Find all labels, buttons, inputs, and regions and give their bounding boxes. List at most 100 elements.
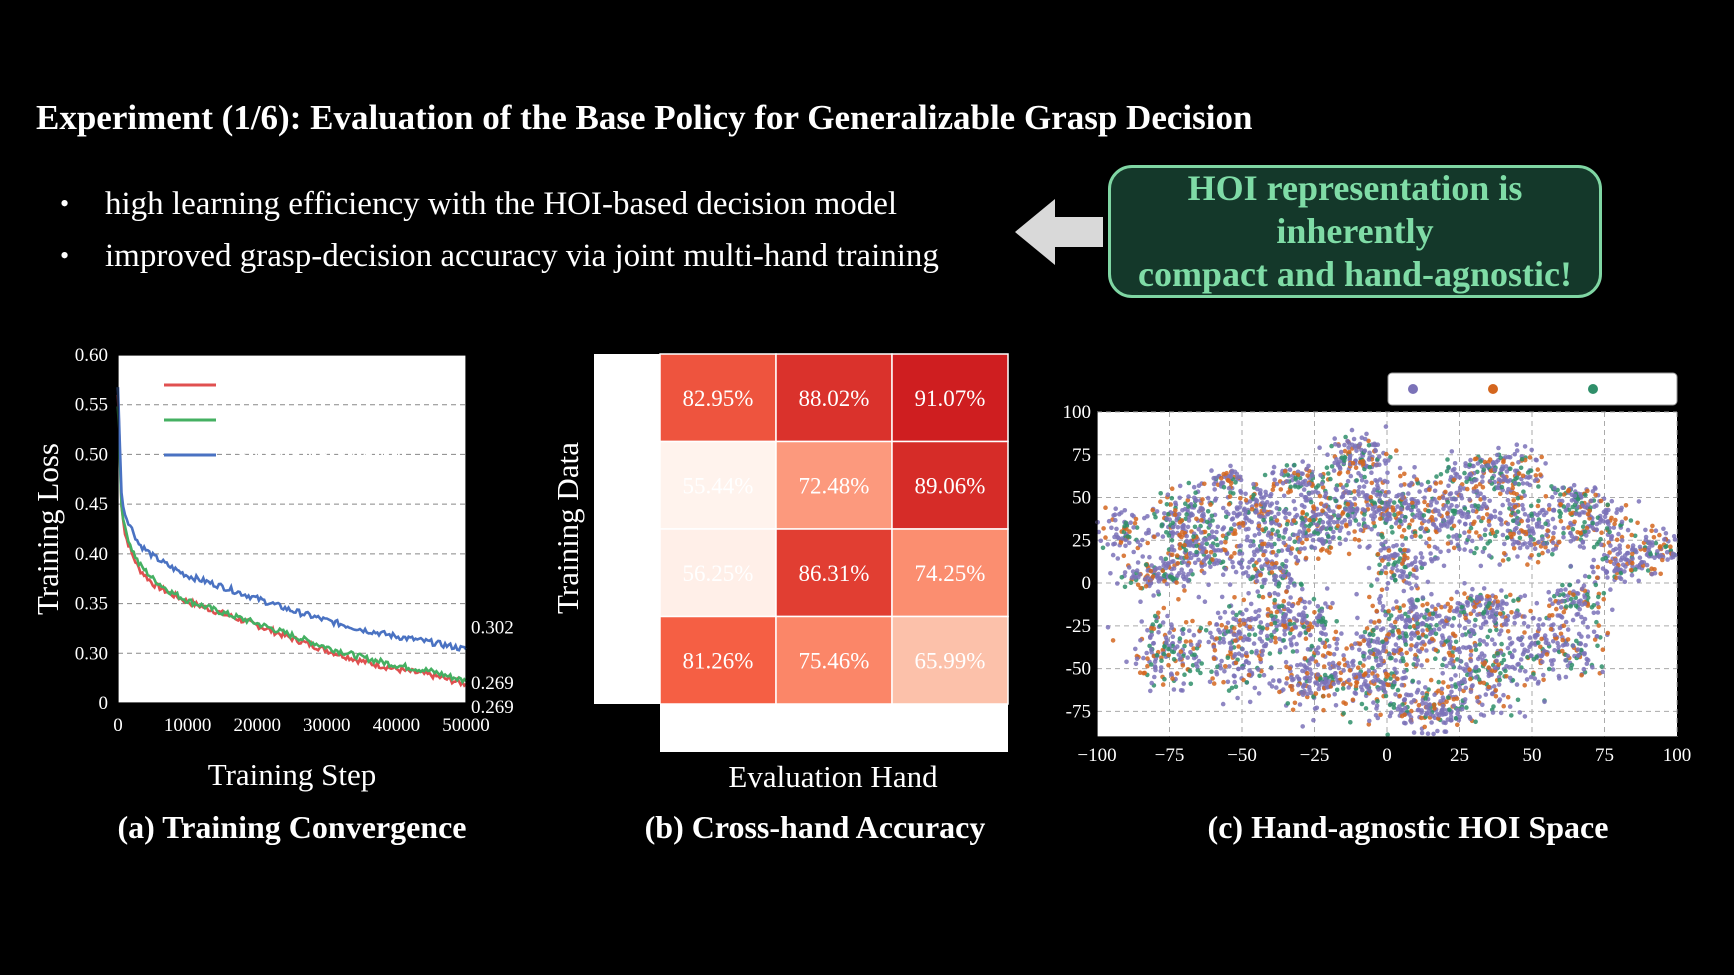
scatter-point [1444,663,1449,669]
scatter-point [1170,634,1176,639]
scatter-point [1397,547,1403,553]
x-tick-label: 100 [1663,745,1692,766]
scatter-point [1276,522,1282,528]
scatter-point [1285,547,1291,553]
scatter-point [1218,475,1224,481]
scatter-point [1568,604,1573,609]
scatter-point [1432,496,1437,502]
scatter-point [1398,506,1404,512]
scatter-point [1338,449,1344,455]
scatter-point [1147,554,1152,560]
scatter-point [1298,662,1303,667]
scatter-point [1570,526,1576,532]
scatter-point [1496,699,1502,704]
legend-label: Separate Encoding [236,442,402,467]
scatter-point [1453,673,1458,678]
scatter-point [1236,644,1241,649]
scatter-point [1609,515,1614,521]
panel-b-cross-hand-accuracy: 82.95% 88.02% 91.07%55.44% 72.48% 89.06%56.2… [550,353,1009,845]
scatter-point [1505,629,1511,634]
scatter-point [1378,593,1383,599]
scatter-point [1418,559,1423,565]
scatter-point [1202,599,1208,604]
scatter-point [1529,511,1534,517]
scatter-point [1223,625,1229,630]
scatter-point [1277,565,1283,571]
scatter-point [1251,549,1257,555]
scatter-point [1414,597,1420,603]
scatter-point [1313,648,1319,653]
scatter-point [1414,611,1420,617]
scatter-point [1284,521,1290,527]
scatter-point [1487,628,1493,634]
scatter-point [1255,589,1260,594]
scatter-point [1271,464,1277,470]
scatter-point [1619,505,1624,511]
y-tick-label: -50 [1066,659,1091,680]
scatter-point [1239,565,1245,570]
scatter-point [1304,671,1310,676]
scatter-point [1249,519,1254,525]
scatter-point [1518,657,1524,662]
scatter-point [1314,522,1320,528]
scatter-point [1643,527,1648,533]
scatter-point [1178,688,1184,693]
scatter-point [1200,497,1205,502]
scatter-point [1263,549,1268,554]
scatter-point [1465,486,1470,492]
scatter-point [1361,653,1366,659]
scatter-point [1514,520,1520,525]
scatter-point [1535,467,1541,472]
scatter-point [1332,692,1337,697]
scatter-point [1522,714,1528,719]
scatter-point [1321,538,1327,544]
scatter-point [1521,489,1526,495]
scatter-point [1337,535,1342,541]
scatter-point [1289,577,1294,583]
scatter-point [1376,454,1382,460]
scatter-point [1492,665,1498,671]
scatter-point [1507,502,1512,507]
scatter-point [1473,719,1478,725]
scatter-point [1658,552,1664,558]
scatter-point [1296,485,1301,490]
scatter-point [1536,552,1542,558]
scatter-point [1528,653,1534,658]
scatter-point [1288,551,1294,556]
scatter-point [1294,641,1299,647]
scatter-point [1388,676,1393,681]
scatter-point [1277,636,1282,642]
scatter-point [1158,668,1164,674]
scatter-point [1274,560,1279,566]
scatter-point [1386,548,1392,553]
scatter-point [1119,575,1125,580]
scatter-point [1613,557,1618,563]
scatter-point [1166,646,1171,652]
scatter-point [1297,597,1303,603]
scatter-point [1341,653,1346,658]
scatter-point [1578,531,1583,536]
scatter-point [1169,495,1175,501]
scatter-point [1308,690,1314,696]
scatter-point [1516,540,1521,546]
scatter-point [1515,697,1521,703]
scatter-point [1219,658,1224,664]
scatter-point [1258,572,1263,578]
scatter-point [1328,605,1333,610]
scatter-point [1507,675,1513,681]
scatter-point [1395,676,1400,682]
scatter-point [1600,669,1605,675]
scatter-point [1342,442,1347,448]
scatter-point [1527,528,1533,534]
scatter-point [1429,636,1435,642]
scatter-point [1309,671,1314,676]
scatter-point [1295,600,1301,606]
scatter-point [1209,513,1215,519]
scatter-point [1289,642,1294,648]
scatter-point [1225,477,1231,483]
scatter-point [1211,681,1217,686]
scatter-point [1276,678,1282,683]
scatter-point [1519,495,1524,501]
scatter-point [1331,468,1337,473]
scatter-point [1316,512,1321,517]
